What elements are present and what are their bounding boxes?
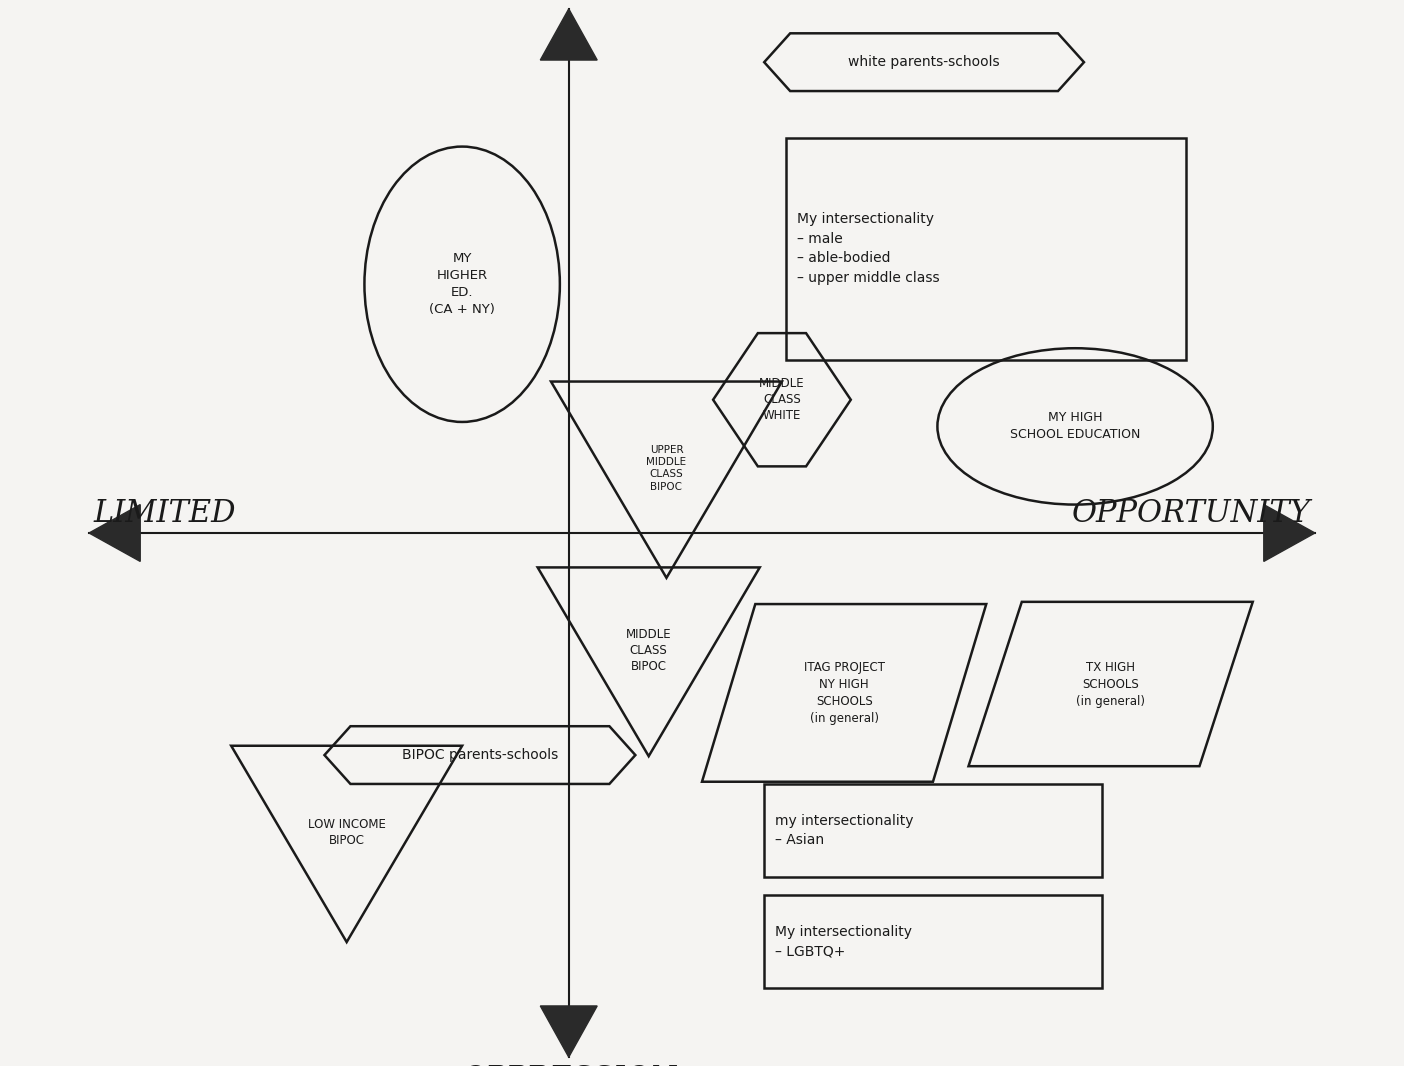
Text: MIDDLE
CLASS
BIPOC: MIDDLE CLASS BIPOC — [626, 628, 671, 674]
Polygon shape — [88, 504, 140, 562]
Text: POWER: POWER — [508, 0, 630, 4]
Text: LIMITED: LIMITED — [94, 498, 236, 529]
Text: LOW INCOME
BIPOC: LOW INCOME BIPOC — [307, 818, 386, 846]
Text: TX HIGH
SCHOOLS
(in general): TX HIGH SCHOOLS (in general) — [1075, 661, 1146, 708]
Text: OPPRESSION: OPPRESSION — [461, 1064, 677, 1066]
Text: UPPER
MIDDLE
CLASS
BIPOC: UPPER MIDDLE CLASS BIPOC — [646, 445, 687, 491]
Text: MY HIGH
SCHOOL EDUCATION: MY HIGH SCHOOL EDUCATION — [1009, 411, 1140, 441]
Text: white parents-schools: white parents-schools — [848, 55, 1000, 69]
Text: my intersectionality
– Asian: my intersectionality – Asian — [775, 813, 914, 847]
Polygon shape — [541, 9, 597, 60]
Text: ITAG PROJECT
NY HIGH
SCHOOLS
(in general): ITAG PROJECT NY HIGH SCHOOLS (in general… — [803, 661, 885, 725]
Text: MIDDLE
CLASS
WHITE: MIDDLE CLASS WHITE — [760, 377, 804, 422]
Text: MY
HIGHER
ED.
(CA + NY): MY HIGHER ED. (CA + NY) — [430, 253, 496, 317]
Text: OPPORTUNITY: OPPORTUNITY — [1071, 498, 1310, 529]
Text: My intersectionality
– male
– able-bodied
– upper middle class: My intersectionality – male – able-bodie… — [797, 212, 939, 285]
Polygon shape — [1264, 504, 1316, 562]
Text: BIPOC parents-schools: BIPOC parents-schools — [402, 748, 557, 762]
Polygon shape — [541, 1006, 597, 1057]
Text: My intersectionality
– LGBTQ+: My intersectionality – LGBTQ+ — [775, 925, 911, 958]
